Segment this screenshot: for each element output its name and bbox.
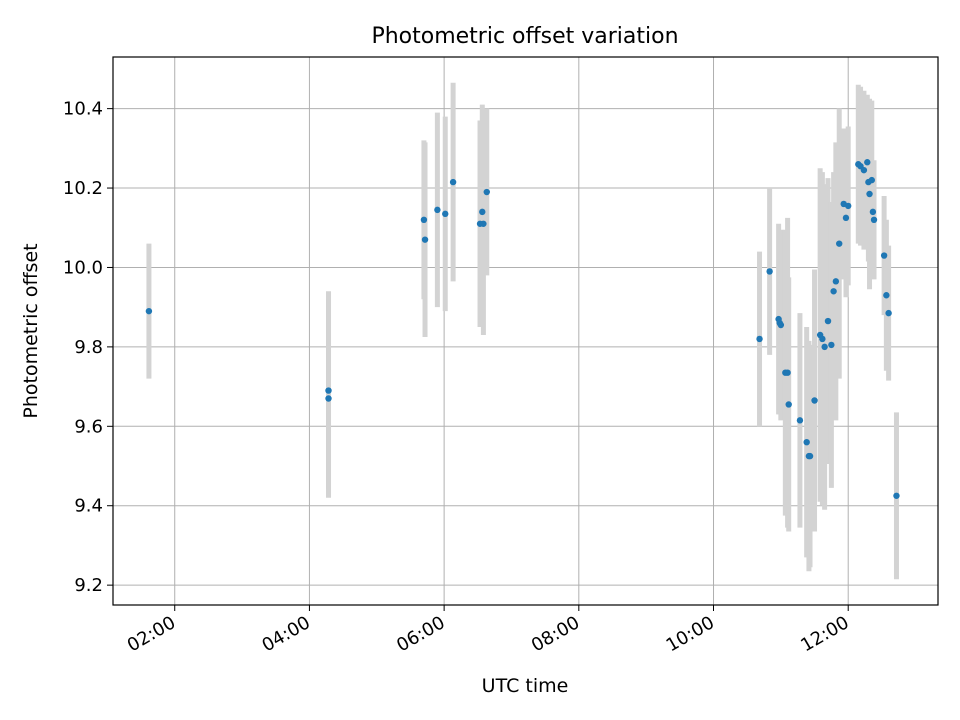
- y-axis-ticks: 9.2 9.4 9.6 9.8 10.0 10.2 10.4: [63, 99, 113, 596]
- data-point: [145, 307, 153, 315]
- data-point: [785, 401, 792, 408]
- data-point: [325, 387, 332, 394]
- data-point: [832, 278, 840, 285]
- data-point: [866, 190, 873, 198]
- data-point: [830, 288, 837, 295]
- data-point: [784, 369, 791, 376]
- data-points: [145, 159, 900, 499]
- data-point: [325, 395, 332, 402]
- data-point: [821, 343, 828, 351]
- data-point: [766, 268, 773, 275]
- data-point: [777, 321, 785, 329]
- y-tick-label: 10.0: [63, 257, 103, 278]
- data-point: [442, 210, 449, 218]
- data-point: [842, 214, 850, 222]
- data-point: [836, 240, 843, 247]
- y-tick-label: 9.6: [74, 416, 103, 437]
- data-point: [420, 216, 428, 224]
- data-point: [811, 397, 818, 404]
- data-point: [828, 341, 835, 349]
- data-point: [479, 208, 486, 216]
- data-point: [756, 335, 763, 343]
- data-point: [483, 188, 490, 196]
- data-point: [421, 236, 429, 243]
- data-point: [880, 252, 888, 259]
- data-point: [803, 438, 810, 446]
- x-axis-label: UTC time: [482, 675, 569, 697]
- y-tick-label: 10.4: [63, 99, 103, 120]
- data-point: [885, 309, 892, 317]
- y-tick-label: 10.2: [63, 178, 103, 199]
- data-point: [883, 292, 890, 299]
- data-point: [806, 452, 814, 460]
- data-point: [868, 176, 875, 184]
- data-point: [449, 178, 457, 186]
- y-axis-label: Photometric offset: [20, 243, 42, 418]
- data-point: [869, 208, 877, 216]
- data-point: [845, 202, 852, 210]
- y-tick-label: 9.2: [74, 575, 103, 596]
- y-tick-label: 9.8: [74, 337, 103, 358]
- y-tick-label: 9.4: [74, 496, 103, 517]
- data-point: [893, 492, 900, 499]
- chart-title: Photometric offset variation: [371, 24, 678, 49]
- data-point: [870, 216, 878, 224]
- data-point: [819, 335, 826, 343]
- data-point: [860, 166, 868, 174]
- data-point: [824, 317, 832, 325]
- data-point: [864, 159, 871, 166]
- data-point: [434, 206, 441, 214]
- data-point: [796, 417, 804, 424]
- plot-frame: [112, 56, 939, 606]
- data-point: [480, 220, 487, 227]
